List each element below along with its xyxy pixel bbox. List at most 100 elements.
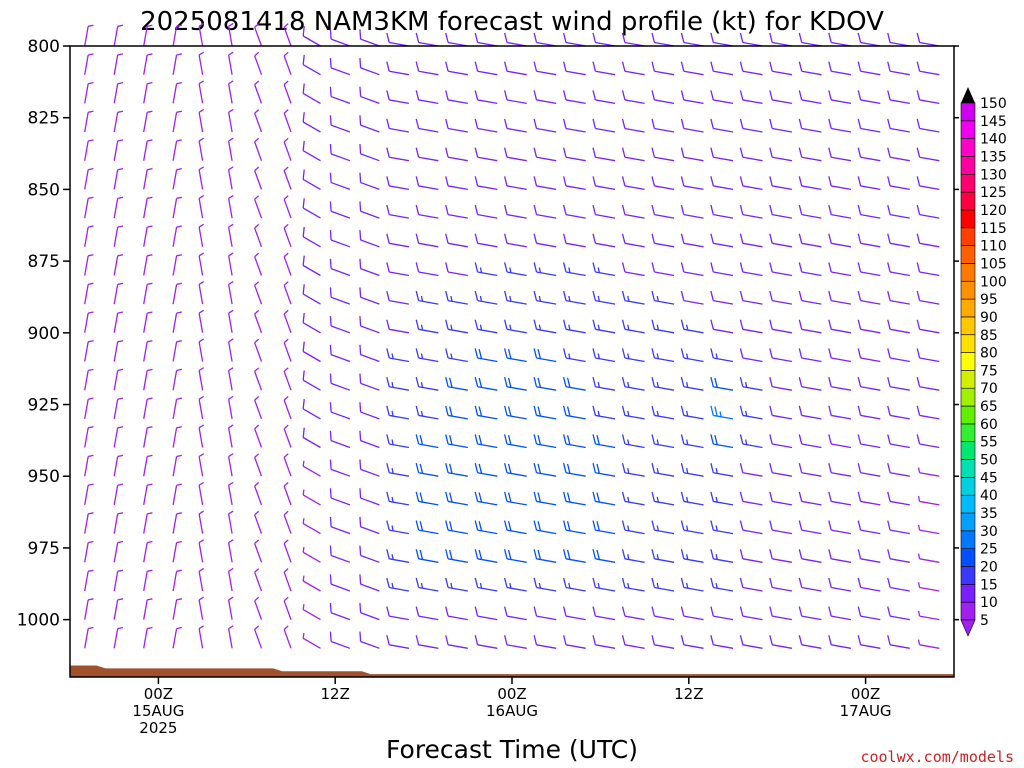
wind-barb <box>592 233 616 248</box>
wind-barb <box>172 483 182 506</box>
wind-barb <box>474 61 498 76</box>
wind-barb <box>828 606 852 621</box>
wind-barb <box>445 262 468 277</box>
wind-barb <box>172 225 182 247</box>
wind-barb <box>283 539 292 563</box>
wind-barb <box>680 405 704 420</box>
wind-barb <box>254 510 263 534</box>
wind-barb <box>84 397 94 420</box>
wind-barb <box>651 463 675 477</box>
wind-barb <box>533 549 557 563</box>
wind-barb <box>621 147 645 162</box>
wind-barb <box>359 115 380 133</box>
wind-barb <box>651 233 675 248</box>
wind-barb <box>857 577 881 592</box>
colorbar-swatch <box>960 263 976 282</box>
x-tick-label: 00Z <box>497 685 526 703</box>
wind-barb <box>283 482 292 506</box>
wind-barb <box>798 262 822 277</box>
wind-barb <box>533 262 557 277</box>
wind-barb <box>84 53 94 75</box>
wind-barb <box>329 172 351 191</box>
wind-barb <box>680 520 704 535</box>
wind-barb <box>739 377 763 391</box>
wind-barb <box>302 226 321 248</box>
colorbar-label: 40 <box>980 488 998 504</box>
wind-barb <box>302 284 321 305</box>
wind-barb <box>857 491 881 506</box>
wind-barb <box>739 147 763 162</box>
wind-barb <box>254 252 263 276</box>
wind-barb <box>739 204 763 219</box>
wind-barb <box>710 491 734 506</box>
wind-barb <box>887 348 910 363</box>
colorbar-swatch <box>960 280 976 300</box>
wind-barb <box>651 90 675 105</box>
wind-barb <box>798 463 822 477</box>
wind-barb <box>172 81 182 104</box>
wind-barb <box>302 632 321 649</box>
wind-barb <box>415 377 439 391</box>
wind-barb <box>329 316 351 334</box>
wind-barb <box>415 635 439 649</box>
wind-barb <box>798 290 822 305</box>
wind-barb <box>503 377 527 391</box>
wind-barb <box>113 397 124 420</box>
wind-barb <box>916 147 940 162</box>
wind-barb <box>562 491 586 506</box>
wind-barb <box>739 176 763 191</box>
wind-barb <box>592 549 616 563</box>
wind-barb <box>592 405 616 420</box>
wind-barb <box>415 118 439 133</box>
y-axis: 800 825 850 875 900 925 950 975 1000 <box>17 37 959 631</box>
colorbar-label: 45 <box>980 470 998 486</box>
wind-barb <box>533 233 557 248</box>
wind-barb <box>415 520 439 535</box>
wind-barb <box>283 109 292 133</box>
wind-barb <box>283 568 292 592</box>
wind-barb <box>113 540 124 563</box>
wind-barb <box>227 22 234 47</box>
wind-barb <box>592 520 616 535</box>
wind-barb <box>474 577 498 592</box>
wind-barb <box>143 282 153 305</box>
wind-barb <box>828 405 852 420</box>
wind-barb <box>798 176 822 191</box>
wind-barb <box>415 319 439 334</box>
wind-barb <box>302 112 321 133</box>
wind-barb <box>533 463 557 477</box>
wind-barb <box>828 520 852 535</box>
wind-barb <box>769 606 793 621</box>
wind-barb <box>503 90 527 105</box>
wind-barb <box>798 405 822 420</box>
wind-barb <box>113 282 124 305</box>
wind-barb <box>302 489 321 506</box>
wind-barb <box>359 86 380 105</box>
wind-barb <box>474 262 498 277</box>
wind-barb <box>828 319 852 334</box>
wind-barb <box>329 373 351 391</box>
wind-barb <box>283 51 292 75</box>
wind-barb <box>283 281 292 305</box>
wind-barb <box>621 176 645 191</box>
y-tick-label: 925 <box>28 396 60 416</box>
wind-barb <box>680 147 704 162</box>
wind-barb <box>474 348 498 363</box>
wind-barb <box>916 204 940 219</box>
wind-barb <box>710 204 734 219</box>
wind-barb <box>84 454 94 477</box>
wind-barb <box>198 51 205 75</box>
wind-barb <box>739 520 763 535</box>
wind-barb <box>916 434 940 449</box>
wind-barb <box>359 316 380 334</box>
wind-barb <box>621 290 645 305</box>
wind-barb <box>857 348 881 363</box>
wind-barb <box>621 520 645 535</box>
wind-barb <box>445 463 468 477</box>
wind-barb <box>798 348 822 363</box>
wind-barb <box>302 518 321 535</box>
wind-barb <box>739 90 763 105</box>
wind-barb <box>857 204 881 219</box>
wind-barb <box>621 577 645 592</box>
wind-barb <box>621 635 645 649</box>
